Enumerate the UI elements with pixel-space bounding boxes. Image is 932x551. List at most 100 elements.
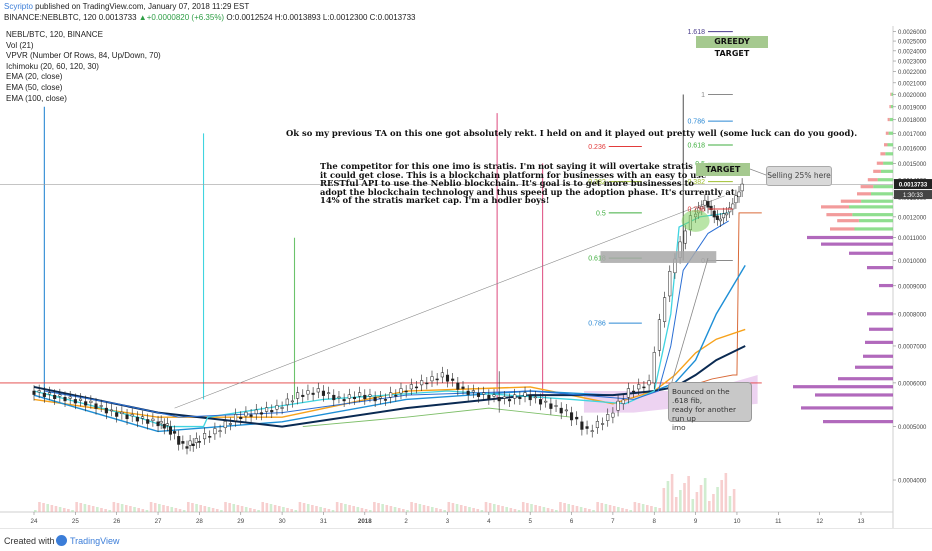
y-tick-label: 0.0021000 xyxy=(898,81,927,87)
callout-pointer xyxy=(749,168,767,176)
volume-bar xyxy=(720,480,724,512)
volume-bar xyxy=(228,503,231,512)
indicator-item[interactable]: Ichimoku (20, 60, 120, 30) xyxy=(6,61,99,71)
volume-bar xyxy=(269,504,273,512)
indicator-item[interactable]: Vol (21) xyxy=(6,40,34,50)
vpvr-bar-down xyxy=(884,143,888,147)
price-tag xyxy=(894,179,932,190)
candle-body xyxy=(146,419,150,424)
candle-body xyxy=(290,400,294,403)
volume-bar xyxy=(96,507,99,512)
callout-pointer xyxy=(668,258,709,393)
volume-bar xyxy=(46,504,50,512)
candle-body xyxy=(342,399,346,402)
vpvr-bar-up xyxy=(880,169,893,173)
candle-body xyxy=(585,426,589,429)
symbol-label: BINANCE:NEBLBTC, 120 xyxy=(4,13,97,22)
volume-bar xyxy=(100,508,103,512)
close-value: 0.0013733 xyxy=(377,13,416,22)
candle-body xyxy=(296,392,300,399)
candle-body xyxy=(611,412,615,418)
candle-body xyxy=(104,407,108,414)
indicator-item[interactable]: NEBL/BTC, 120, BINANCE xyxy=(6,30,103,39)
candle-body xyxy=(668,271,672,297)
candle-body xyxy=(700,206,704,210)
candle-body xyxy=(580,421,584,430)
candle-body xyxy=(721,213,726,219)
volume-bar xyxy=(170,507,174,512)
candle-body xyxy=(737,191,741,198)
candle-body xyxy=(173,431,177,434)
candle-body xyxy=(425,382,429,385)
candle-body xyxy=(502,396,506,399)
volume-bar xyxy=(34,510,37,512)
selling-callout: Selling 25% here xyxy=(766,166,832,186)
volume-bar xyxy=(286,508,289,512)
volume-bar xyxy=(232,504,236,512)
volume-bar xyxy=(71,510,74,512)
candle-body xyxy=(564,409,568,412)
volume-bar xyxy=(389,506,393,512)
volume-bar xyxy=(654,507,657,512)
volume-bar xyxy=(699,485,703,512)
vpvr-bar xyxy=(855,365,893,369)
volume-bar xyxy=(509,508,513,512)
volume-bar xyxy=(604,504,608,512)
indicator-item[interactable]: EMA (100, close) xyxy=(6,93,67,103)
volume-bar xyxy=(608,505,612,512)
y-tick-label: 0.0007000 xyxy=(898,344,927,350)
candle-body xyxy=(703,200,707,206)
volume-bar xyxy=(327,509,331,512)
candle-body xyxy=(601,423,605,425)
volume-bar xyxy=(253,509,256,512)
candle-body xyxy=(706,201,710,208)
volume-bar xyxy=(215,509,219,512)
x-tick-label: 10 xyxy=(734,518,741,525)
candle-body xyxy=(570,412,574,421)
candle-body xyxy=(306,390,310,395)
candle-body xyxy=(728,207,732,213)
volume-bar xyxy=(658,508,661,512)
volume-bar xyxy=(575,506,579,512)
candle-body xyxy=(188,440,192,446)
candle-body xyxy=(47,392,52,395)
volume-bar xyxy=(91,506,95,512)
volume-bar xyxy=(426,506,430,512)
low-label: L: xyxy=(322,13,330,22)
volume-bar xyxy=(104,509,107,512)
volume-bar xyxy=(534,505,537,512)
fib-retracement-label: 0.236 xyxy=(588,144,606,151)
volume-bar xyxy=(468,507,471,512)
candle-body xyxy=(451,378,455,381)
indicator-item[interactable]: VPVR (Number Of Rows, 84, Up/Down, 70) xyxy=(6,51,161,61)
price-chart[interactable]: 1.61810.7860.6180.50.3820.23600.2360.382… xyxy=(0,26,932,528)
volume-bar xyxy=(319,507,322,512)
indicator-item[interactable]: EMA (50, close) xyxy=(6,82,63,92)
volume-bar xyxy=(373,502,376,512)
candle-body xyxy=(513,394,517,399)
volume-bar xyxy=(546,508,550,512)
author-link[interactable]: Scyripto xyxy=(4,2,33,11)
volume-bar xyxy=(240,506,244,512)
tradingview-link[interactable]: TradingView xyxy=(70,536,120,546)
indicator-item[interactable]: EMA (20, close) xyxy=(6,72,63,82)
volume-bar xyxy=(435,508,438,512)
vpvr-bar-down xyxy=(821,205,849,209)
volume-bar xyxy=(418,504,422,512)
volume-bar xyxy=(621,508,624,512)
candle-body xyxy=(249,414,253,417)
vpvr-bar xyxy=(801,406,893,410)
candle-body xyxy=(311,392,315,395)
y-tick-label: 0.0020000 xyxy=(898,93,927,99)
volume-bar xyxy=(455,504,459,512)
volume-bar xyxy=(249,508,252,512)
volume-bar xyxy=(129,506,132,512)
volume-bar xyxy=(124,505,128,512)
candle-body xyxy=(621,399,625,404)
volume-bar xyxy=(521,502,525,512)
body-note-line: 14% of the stratis market cap. I'm a hod… xyxy=(320,195,550,206)
volume-bar xyxy=(724,473,728,512)
candle-body xyxy=(125,414,129,420)
volume-bar xyxy=(79,503,83,512)
y-tick-label: 0.0016000 xyxy=(898,146,927,152)
